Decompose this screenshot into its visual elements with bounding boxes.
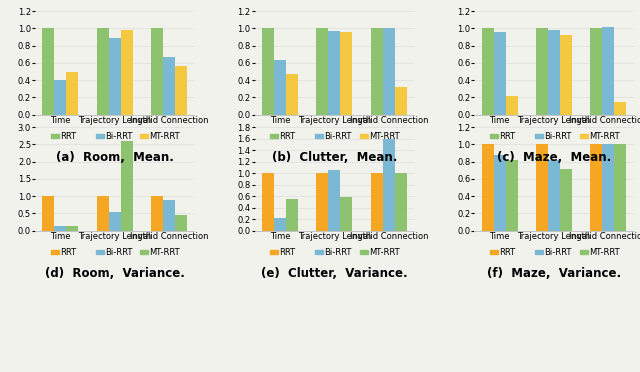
Bar (602, 27, 614, 115)
Text: (f)  Maze,  Variance.: (f) Maze, Variance. (487, 267, 621, 280)
Text: (a)  Room,  Mean.: (a) Room, Mean. (56, 151, 173, 164)
Bar (560, 35, 572, 115)
Text: Bi-RRT: Bi-RRT (105, 248, 132, 257)
Bar (493, 155, 506, 231)
Bar (602, 144, 614, 231)
Bar (175, 65, 187, 115)
Text: (d)  Room,  Variance.: (d) Room, Variance. (45, 267, 185, 280)
Text: RRT: RRT (60, 248, 76, 257)
Bar (274, 218, 286, 231)
Text: Bi-RRT: Bi-RRT (105, 132, 132, 141)
Bar (383, 139, 395, 231)
Bar (536, 28, 548, 115)
Bar (614, 102, 627, 115)
Bar (151, 28, 163, 115)
Bar (371, 28, 383, 115)
Bar (548, 30, 560, 115)
Text: RRT: RRT (60, 132, 76, 141)
Text: Bi-RRT: Bi-RRT (544, 248, 572, 257)
Bar (328, 31, 340, 115)
Bar (262, 28, 274, 115)
Bar (395, 173, 407, 231)
Text: RRT: RRT (280, 132, 296, 141)
Bar (67, 71, 78, 115)
Bar (151, 196, 163, 231)
Bar (493, 32, 506, 115)
Text: MT-RRT: MT-RRT (589, 132, 620, 141)
Bar (286, 199, 298, 231)
Bar (67, 227, 78, 231)
Bar (371, 173, 383, 231)
Text: RRT: RRT (499, 248, 515, 257)
Bar (614, 144, 627, 231)
Bar (163, 200, 175, 231)
Bar (97, 28, 109, 115)
Text: Bi-RRT: Bi-RRT (544, 132, 572, 141)
Bar (506, 160, 518, 231)
Bar (383, 28, 395, 115)
Bar (536, 144, 548, 231)
Bar (121, 141, 132, 231)
Bar (591, 28, 602, 115)
Text: MT-RRT: MT-RRT (589, 248, 620, 257)
Bar (175, 215, 187, 231)
Text: MT-RRT: MT-RRT (150, 132, 180, 141)
Bar (286, 74, 298, 115)
Text: MT-RRT: MT-RRT (150, 248, 180, 257)
Bar (54, 227, 67, 231)
Text: (b)  Clutter,  Mean.: (b) Clutter, Mean. (272, 151, 397, 164)
Bar (548, 160, 560, 231)
Bar (42, 28, 54, 115)
Bar (109, 38, 121, 115)
Bar (591, 144, 602, 231)
Bar (482, 144, 493, 231)
Text: MT-RRT: MT-RRT (369, 248, 400, 257)
Bar (97, 196, 109, 231)
Bar (316, 28, 328, 115)
Text: RRT: RRT (280, 248, 296, 257)
Bar (42, 196, 54, 231)
Bar (109, 212, 121, 231)
Bar (506, 96, 518, 115)
Bar (340, 32, 353, 115)
Bar (316, 173, 328, 231)
Bar (54, 80, 67, 115)
Bar (560, 169, 572, 231)
Bar (340, 197, 353, 231)
Text: RRT: RRT (499, 132, 515, 141)
Bar (274, 60, 286, 115)
Bar (395, 87, 407, 115)
Text: (c)  Maze,  Mean.: (c) Maze, Mean. (497, 151, 611, 164)
Text: MT-RRT: MT-RRT (369, 132, 400, 141)
Text: Bi-RRT: Bi-RRT (324, 248, 352, 257)
Bar (328, 170, 340, 231)
Bar (262, 173, 274, 231)
Bar (482, 28, 493, 115)
Bar (121, 30, 132, 115)
Text: (e)  Clutter,  Variance.: (e) Clutter, Variance. (261, 267, 408, 280)
Bar (163, 57, 175, 115)
Text: Bi-RRT: Bi-RRT (324, 132, 352, 141)
